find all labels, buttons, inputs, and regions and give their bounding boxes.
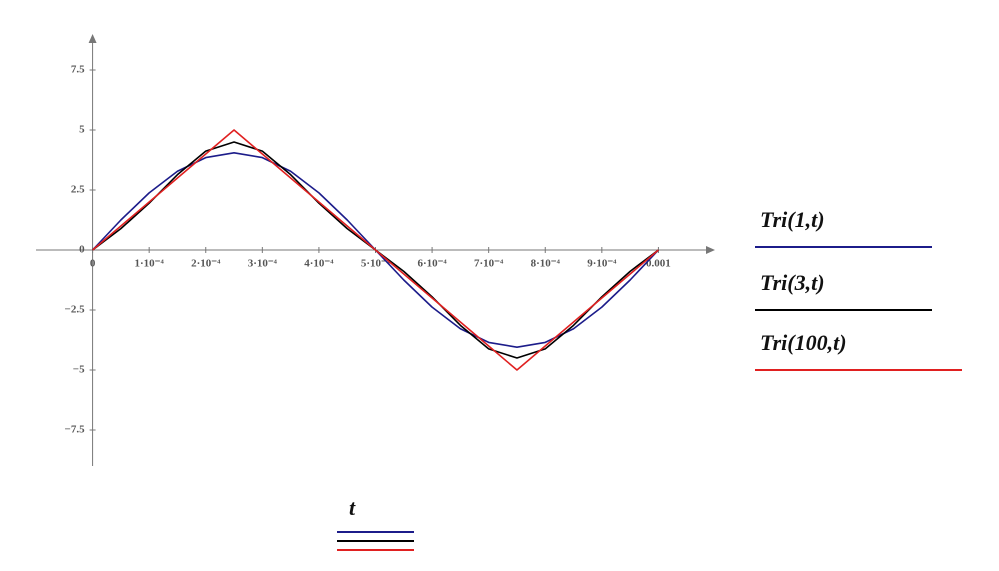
x-tick-label: 0.001 xyxy=(646,258,671,270)
legend-label: Tri(100,t) xyxy=(760,330,847,355)
x-tick-label: 9·10⁻⁴ xyxy=(587,258,617,270)
x-tick-label: 8·10⁻⁴ xyxy=(531,258,561,270)
y-tick-label: −7.5 xyxy=(65,424,86,436)
y-axis-arrow xyxy=(88,34,97,43)
x-tick-label: 5·10⁻⁴ xyxy=(361,258,391,270)
x-tick-label: 1·10⁻⁴ xyxy=(135,258,165,270)
x-tick-label: 6·10⁻⁴ xyxy=(417,258,447,270)
x-tick-label: 4·10⁻⁴ xyxy=(304,258,334,270)
y-tick-label: 5 xyxy=(79,124,85,136)
legend-label: Tri(1,t) xyxy=(760,207,825,232)
series-line xyxy=(92,129,659,371)
x-tick-label: 3·10⁻⁴ xyxy=(248,258,278,270)
y-tick-label: −2.5 xyxy=(65,304,86,316)
x-tick-label: 2·10⁻⁴ xyxy=(191,258,221,270)
x-tick-label: 7·10⁻⁴ xyxy=(474,258,504,270)
x-axis-arrow xyxy=(706,246,715,254)
y-tick-label: −5 xyxy=(73,364,85,376)
y-tick-label: 2.5 xyxy=(71,184,85,196)
x-tick-label: 0 xyxy=(90,258,96,270)
y-tick-label: 7.5 xyxy=(71,64,85,76)
y-tick-label: 0 xyxy=(79,244,85,256)
x-axis-label: t xyxy=(349,495,356,520)
legend-label: Tri(3,t) xyxy=(760,270,825,295)
